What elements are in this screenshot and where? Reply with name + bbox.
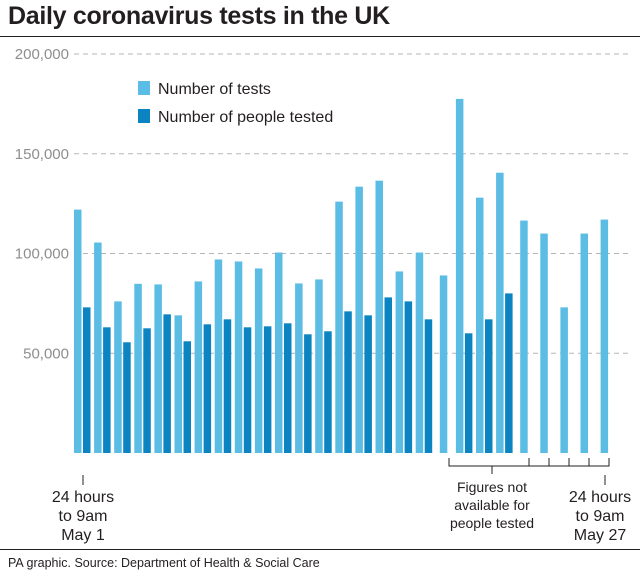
bar-tests-may-5: [154, 284, 162, 453]
bar-people-may-9: [243, 327, 252, 453]
bar-tests-may-7: [194, 281, 203, 453]
bar-tests-may-1: [74, 209, 82, 453]
start-label-line3: May 1: [61, 527, 105, 544]
bar-people-may-18: [424, 319, 433, 453]
bars: [74, 98, 609, 454]
bar-tests-may-10: [254, 268, 263, 453]
y-axis-tick-labels: 50,000 100,000 150,000 200,000: [15, 46, 69, 362]
legend-swatch-tests: [138, 81, 150, 95]
bar-tests-may-2: [94, 242, 102, 453]
y-tick-label: 150,000: [15, 146, 69, 163]
bar-tests-may-11: [275, 252, 283, 453]
bar-people-may-14: [344, 311, 352, 453]
bar-people-may-21: [485, 319, 493, 453]
legend-label-people: Number of people tested: [158, 109, 333, 126]
bar-tests-may-21: [476, 197, 484, 453]
bar-people-may-10: [263, 326, 272, 453]
bar-tests-may-9: [234, 261, 243, 453]
bar-tests-may-12: [295, 283, 303, 453]
bar-people-may-6: [183, 341, 191, 453]
bar-tests-may-4: [134, 283, 142, 453]
bar-tests-may-14: [335, 201, 343, 453]
bar-tests-may-23: [520, 220, 528, 453]
bar-people-may-4: [143, 328, 151, 453]
bar-tests-may-25: [560, 307, 568, 453]
y-tick-label: 200,000: [15, 46, 69, 63]
not-available-bracket: [448, 458, 610, 467]
bar-tests-may-3: [114, 301, 122, 453]
bar-tests-may-18: [415, 252, 424, 453]
bar-people-may-3: [123, 342, 131, 453]
bar-people-may-2: [103, 327, 111, 453]
bar-tests-may-22: [496, 172, 504, 453]
bar-tests-may-8: [214, 259, 223, 453]
y-tick-label: 50,000: [23, 345, 69, 362]
end-label-line3: May 27: [574, 527, 627, 544]
bar-tests-may-16: [375, 180, 383, 453]
bar-people-may-13: [324, 331, 332, 453]
source-divider: [0, 549, 640, 550]
bar-tests-may-13: [315, 279, 323, 453]
end-label-line1: 24 hours: [569, 489, 631, 506]
end-label-line2: to 9am: [576, 508, 625, 525]
bar-tests-may-26: [580, 233, 588, 453]
y-tick-label: 100,000: [15, 246, 69, 263]
bar-tests-may-15: [355, 186, 363, 454]
bar-people-may-15: [364, 315, 372, 453]
bar-tests-may-19: [439, 275, 448, 453]
bar-people-may-20: [464, 333, 473, 453]
not-available-line3: people tested: [450, 515, 534, 531]
bar-people-may-5: [163, 314, 171, 453]
bar-tests-may-6: [174, 315, 182, 453]
bar-people-may-16: [384, 297, 392, 453]
bar-people-may-1: [83, 307, 91, 453]
bar-people-may-7: [203, 324, 212, 453]
bar-people-may-17: [404, 301, 413, 453]
chart-title: Daily coronavirus tests in the UK: [8, 2, 390, 30]
bar-tests-may-20: [455, 98, 464, 453]
bar-tests-may-24: [540, 233, 548, 453]
source-note: PA graphic. Source: Department of Health…: [8, 556, 320, 570]
legend-swatch-people: [138, 109, 150, 123]
end-annotation: 24 hours to 9am May 27: [569, 475, 631, 544]
bar-people-may-8: [223, 319, 232, 453]
start-label-line2: to 9am: [59, 508, 108, 525]
not-available-annotation: Figures not available for people tested: [448, 458, 610, 531]
start-annotation: 24 hours to 9am May 1: [52, 475, 114, 544]
bar-people-may-12: [304, 334, 312, 453]
bar-tests-may-17: [395, 271, 404, 453]
not-available-line1: Figures not: [457, 479, 527, 495]
bar-people-may-11: [284, 323, 292, 453]
legend: Number of tests Number of people tested: [138, 81, 333, 126]
title-divider: [0, 36, 640, 37]
not-available-line2: available for: [454, 497, 530, 513]
bar-people-may-22: [505, 293, 513, 453]
bar-tests-may-27: [600, 219, 609, 453]
legend-label-tests: Number of tests: [158, 81, 271, 98]
start-label-line1: 24 hours: [52, 489, 114, 506]
